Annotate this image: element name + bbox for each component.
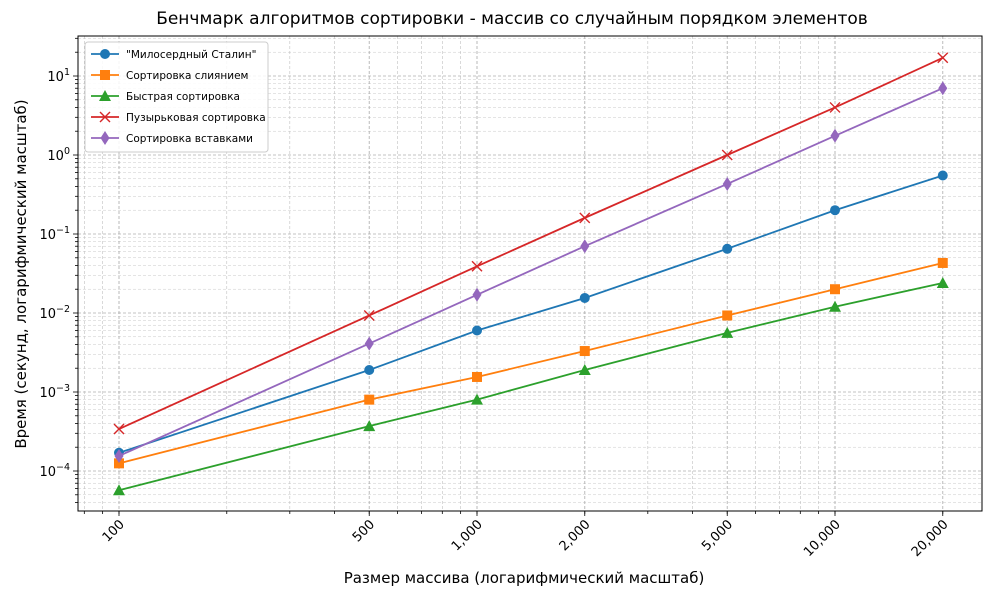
y-tick-label: 10−1 [39, 225, 70, 243]
x-tick-label: 5,000 [699, 517, 736, 554]
x-tick-label: 1,000 [449, 517, 486, 554]
legend-label: Пузырьковая сортировка [126, 112, 266, 124]
chart-title: Бенчмарк алгоритмов сортировки - массив … [156, 9, 868, 29]
x-axis-label: Размер массива (логарифмический масштаб) [344, 569, 705, 587]
y-axis-label: Время (секунд, логарифмический масштаб) [12, 99, 30, 448]
x-tick-label: 10,000 [801, 517, 844, 560]
legend-item: "Милосердный Сталин" [91, 49, 256, 61]
x-tick-label: 500 [350, 517, 378, 545]
y-tick-label: 10−2 [39, 304, 70, 322]
series-line [114, 257, 948, 469]
y-tick-label: 10−4 [39, 462, 70, 480]
x-tick-label: 20,000 [909, 517, 952, 560]
series-line [114, 170, 948, 458]
x-tick-label: 100 [100, 517, 128, 545]
legend-label: Быстрая сортировка [126, 91, 240, 103]
legend-label: Сортировка вставками [126, 133, 253, 145]
legend-label: Сортировка слиянием [126, 70, 248, 82]
legend-label: "Милосердный Сталин" [126, 49, 256, 61]
legend-item: Пузырьковая сортировка [91, 111, 266, 124]
y-tick-label: 101 [47, 67, 70, 85]
series-line [113, 276, 949, 496]
x-tick-label: 2,000 [557, 517, 594, 554]
series-line [114, 81, 948, 463]
legend-item: Сортировка вставками [91, 131, 253, 145]
legend-item: Быстрая сортировка [91, 90, 240, 103]
legend: "Милосердный Сталин" Сортировка слиянием Б… [84, 41, 269, 153]
y-tick-label: 10−3 [39, 383, 70, 401]
y-tick-label: 100 [47, 146, 70, 164]
legend-item: Сортировка слиянием [91, 70, 248, 82]
series-line [113, 52, 949, 435]
